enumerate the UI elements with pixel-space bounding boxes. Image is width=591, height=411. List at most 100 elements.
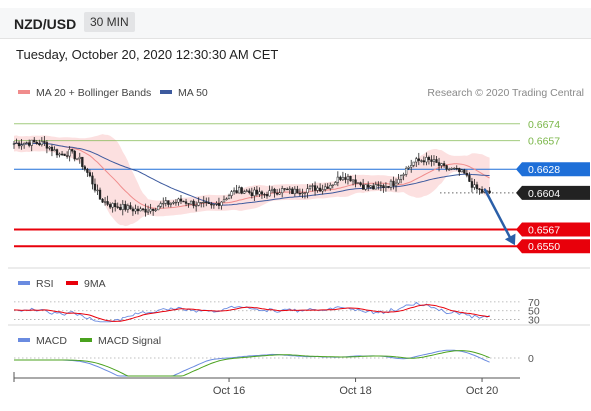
candle-body <box>101 198 104 203</box>
candle-body <box>106 201 109 205</box>
candle <box>225 197 228 201</box>
candle <box>119 203 122 211</box>
candle-body <box>248 190 251 193</box>
candle-body <box>38 143 41 145</box>
candle <box>427 155 431 165</box>
candle-body <box>238 187 241 194</box>
candle <box>364 184 367 191</box>
candle <box>192 199 195 209</box>
candle-body <box>291 188 294 195</box>
candle <box>164 196 167 207</box>
candle-body <box>20 144 23 147</box>
candle-body <box>240 187 243 194</box>
candle-body <box>440 163 443 166</box>
candle <box>410 159 413 173</box>
candle <box>488 187 491 195</box>
candle <box>417 152 420 166</box>
candle-body <box>225 198 228 201</box>
candle-body <box>124 204 127 210</box>
candle-body <box>98 189 102 200</box>
candle <box>22 142 26 149</box>
candle-body <box>361 184 365 190</box>
candle <box>430 155 433 167</box>
ma50-legend-swatch <box>160 90 172 94</box>
macd-signal-legend-label: MACD Signal <box>98 335 161 347</box>
candle <box>407 165 410 171</box>
candle <box>243 189 246 195</box>
candle <box>101 197 104 203</box>
candle <box>460 168 463 173</box>
candle-body <box>116 206 119 208</box>
candle-body <box>339 176 342 180</box>
candle-body <box>399 175 403 180</box>
candle <box>432 155 436 166</box>
timeframe-badge[interactable]: 30 MIN <box>84 12 135 32</box>
candle-body <box>235 190 238 194</box>
candle-body <box>50 146 54 152</box>
candle <box>369 185 372 189</box>
candle-body <box>154 209 157 211</box>
candle-body <box>336 176 339 183</box>
candle-body <box>126 205 129 210</box>
candle <box>86 167 89 177</box>
rsi-line <box>13 301 490 323</box>
research-credit: Research © 2020 Trading Central <box>427 87 584 99</box>
candle <box>63 153 66 157</box>
candle-body <box>442 163 446 166</box>
level-tag-0.6604 <box>516 185 590 200</box>
candle <box>212 203 216 209</box>
candle-body <box>200 202 203 204</box>
candle <box>425 152 428 166</box>
candle <box>200 202 203 208</box>
candle <box>111 202 114 213</box>
nine-ma-line <box>13 304 490 322</box>
candle <box>468 172 471 182</box>
candle <box>260 190 264 199</box>
candle-body <box>114 203 117 208</box>
candle-body <box>377 184 380 186</box>
candle <box>43 136 46 147</box>
candle <box>463 168 466 174</box>
candle <box>420 159 423 163</box>
candle <box>361 178 365 190</box>
candle-body <box>410 165 413 168</box>
candle-body <box>131 208 135 212</box>
candle <box>245 188 248 193</box>
candle-body <box>179 198 183 202</box>
candle-body <box>470 181 474 188</box>
candle <box>324 183 327 192</box>
candle-body <box>162 203 165 205</box>
candle-body <box>88 172 92 177</box>
candle-body <box>445 165 448 170</box>
candle-body <box>30 139 33 146</box>
candle-body <box>382 185 385 188</box>
candle <box>473 179 476 190</box>
candle-body <box>425 157 428 163</box>
candle-body <box>455 167 458 170</box>
rsi-legend-label: RSI <box>36 278 54 290</box>
candle <box>415 156 418 167</box>
candle <box>232 187 236 195</box>
candle <box>136 205 140 215</box>
nine-ma-legend-label: 9MA <box>84 278 106 290</box>
candle <box>33 137 36 143</box>
candle <box>238 185 241 194</box>
candle <box>283 188 286 192</box>
candle-body <box>53 149 56 152</box>
candle-body <box>139 208 142 212</box>
candle-body <box>453 167 456 170</box>
chart-datetime: Tuesday, October 20, 2020 12:30:30 AM CE… <box>16 47 279 62</box>
macd-signal-legend-swatch <box>80 338 92 342</box>
candle-body <box>255 189 259 195</box>
candle-body <box>108 204 112 208</box>
rsi-level-label-50: 50 <box>528 306 540 318</box>
candle <box>227 193 231 200</box>
candle-body <box>407 166 410 169</box>
candle-body <box>43 141 46 143</box>
candle-body <box>78 156 81 159</box>
candle-body <box>230 191 233 196</box>
candle <box>38 139 41 147</box>
level-label-0.6657: 0.6657 <box>528 136 560 148</box>
candle-body <box>129 205 132 210</box>
candle-body <box>308 185 312 189</box>
